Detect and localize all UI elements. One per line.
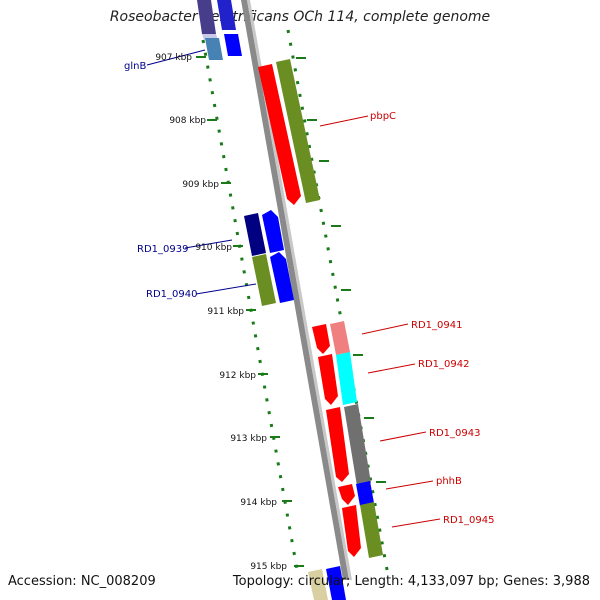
gene-RD1_0941-red (312, 324, 330, 354)
gene-RD1_0943-gray (344, 404, 371, 486)
gene-top-2 (217, 0, 236, 30)
gene-label-RD1_0942[interactable]: RD1_0942 (418, 359, 469, 370)
gene-label-RD1_0945[interactable]: RD1_0945 (443, 515, 494, 526)
gene-RD1_0945-red (342, 505, 361, 557)
gene-glnB (205, 38, 223, 60)
scale-label-915: 915 kbp (250, 562, 287, 572)
genome-summary-text: Topology: circular; Length: 4,133,097 bp… (232, 574, 590, 589)
gene-label-RD1_0939[interactable]: RD1_0939 (137, 244, 188, 255)
gene-bottom-2 (326, 566, 346, 600)
genome-backbone (241, 0, 349, 580)
gene-pbpC-red (258, 64, 301, 205)
scale-label-911: 911 kbp (207, 307, 244, 317)
gene-RD1_0939-blue (262, 210, 284, 253)
gene-label-phhB[interactable]: phhB (436, 476, 462, 487)
gene-RD1_0940-blue (270, 252, 294, 303)
gene-label-glnB[interactable]: glnB (124, 61, 146, 72)
gene-RD1_0945-olive (360, 502, 383, 558)
scale-label-912: 912 kbp (219, 371, 256, 381)
gene-RD1_0941-salmon (330, 321, 350, 355)
right-dotted-guide (286, 29, 390, 576)
scale-label-908: 908 kbp (169, 116, 206, 126)
scale-label-910: 910 kbp (195, 243, 232, 253)
scale-label-907: 907 kbp (155, 53, 192, 63)
gene-bottom-1 (308, 569, 328, 600)
gene-RD1_0942-cyan (336, 352, 357, 405)
gene-labels: glnB pbpC RD1_0939 RD1_0940 RD1_0941 RD1… (124, 61, 494, 526)
accession-text: Accession: NC_008209 (8, 574, 156, 589)
scale-labels: 907 kbp 908 kbp 909 kbp 910 kbp 911 kbp … (155, 53, 287, 572)
gene-RD1_0940-olive (252, 254, 276, 306)
gene-phhB-blue (356, 481, 374, 506)
gene-label-RD1_0943[interactable]: RD1_0943 (429, 428, 480, 439)
gene-RD1_0942-red (318, 354, 338, 405)
scale-ticks (196, 56, 386, 567)
scale-label-913: 913 kbp (230, 434, 267, 444)
gene-label-RD1_0940[interactable]: RD1_0940 (146, 289, 197, 300)
gene-pbpC-olive (276, 59, 320, 203)
gene-RD1_0943-red (326, 407, 349, 482)
scale-label-909: 909 kbp (182, 180, 219, 190)
gene-RD1_0939-navy (244, 213, 266, 256)
genome-backbone-shade (247, 0, 352, 580)
gene-phhB-red (338, 484, 355, 505)
scale-label-914: 914 kbp (240, 498, 277, 508)
gene-label-pbpC[interactable]: pbpC (370, 111, 396, 122)
label-connectors (146, 49, 441, 528)
gene-top-1 (197, 0, 216, 34)
gene-label-RD1_0941[interactable]: RD1_0941 (411, 320, 462, 331)
gene-top-3 (224, 34, 242, 56)
